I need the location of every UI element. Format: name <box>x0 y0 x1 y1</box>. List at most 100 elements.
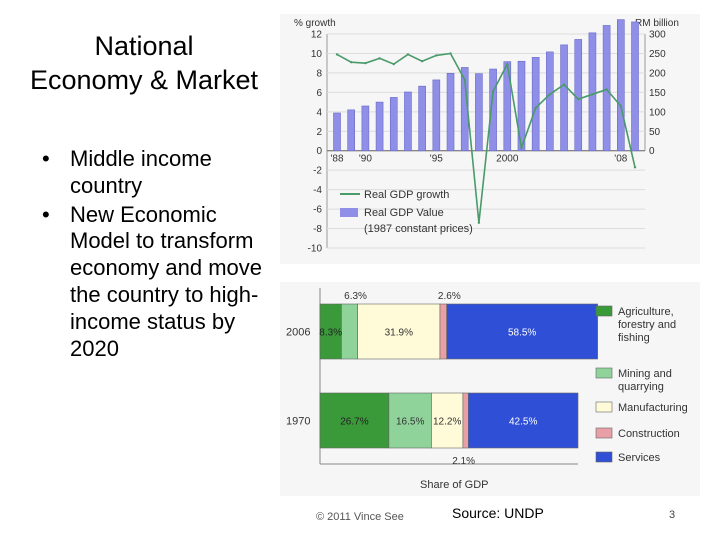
gdp-value-bar <box>503 61 512 152</box>
share-segment <box>341 303 358 360</box>
gdp-legend: Real GDP growth Real GDP Value (1987 con… <box>340 189 473 235</box>
gdp-growth-point <box>605 88 608 91</box>
gdp-value-bar <box>602 25 611 152</box>
gdp-value-bar <box>489 68 497 152</box>
left-tick-label: 4 <box>316 107 322 118</box>
legend-label-growth: Real GDP growth <box>364 189 449 201</box>
gdp-growth-point <box>335 53 339 56</box>
gdp-value-bar <box>432 79 441 152</box>
right-tick-label: 0 <box>649 146 655 157</box>
right-tick-label: 300 <box>649 30 666 41</box>
segment-label-agri: 8.3% <box>319 328 342 339</box>
left-tick-label: 12 <box>311 30 323 41</box>
gdp-growth-line <box>336 52 636 223</box>
segment-label-services: 42.5% <box>509 417 537 428</box>
right-tick-label: 200 <box>649 68 666 79</box>
source-note: Source: UNDP <box>452 505 544 521</box>
right-tick-label: 150 <box>649 88 666 99</box>
segment-label-mining: 6.3% <box>344 291 367 302</box>
x-tick-label: '90 <box>359 154 372 165</box>
slide-title: National Economy & Market <box>10 30 278 98</box>
gdp-growth-point <box>591 93 594 96</box>
bullet-list: • Middle income country • New Economic Mod… <box>42 146 282 365</box>
left-tick-label: 8 <box>316 68 322 79</box>
copyright-footer: © 2011 Vince See <box>316 511 404 523</box>
left-axis-label: % growth <box>294 18 336 29</box>
segment-label-constr: 2.1% <box>452 456 475 467</box>
gdp-value-bar <box>546 51 554 152</box>
gdp-growth-point <box>463 78 466 81</box>
segment-label-mining: 16.5% <box>396 417 424 428</box>
gdp-growth-point <box>562 83 566 86</box>
bullet-item: • Middle income country <box>42 146 282 200</box>
gdp-value-bar <box>361 105 370 152</box>
x-tick-label: '08 <box>614 154 627 165</box>
gdp-growth-point <box>491 90 495 93</box>
left-tick-label: 0 <box>316 146 322 157</box>
segment-label-constr: 2.6% <box>438 291 461 302</box>
gdp-growth-point <box>392 62 395 66</box>
row-category-label: 1970 <box>286 416 310 428</box>
legend-label: forestry and <box>618 319 676 331</box>
left-tick-label: -6 <box>313 205 322 216</box>
legend-label: Construction <box>618 428 680 440</box>
gdp-value-bar <box>418 85 426 152</box>
legend-note: (1987 constant prices) <box>364 223 473 235</box>
legend-label: Manufacturing <box>618 402 688 414</box>
legend-label: Services <box>618 452 661 464</box>
gdp-growth-point <box>548 93 552 96</box>
left-tick-label: 10 <box>311 49 323 60</box>
gdp-growth-point <box>420 60 424 63</box>
legend-swatch <box>595 427 613 439</box>
bullet-text: Middle income country <box>70 146 212 198</box>
legend-label-value: Real GDP Value <box>364 207 444 219</box>
gdp-growth-point <box>349 61 353 64</box>
legend-swatch <box>595 451 613 463</box>
left-tick-label: 6 <box>316 88 322 99</box>
share-segment <box>388 392 432 449</box>
bullet-item: • New Economic Model to transform economy… <box>42 202 282 363</box>
gdp-growth-point <box>435 54 438 57</box>
gdp-growth-point <box>506 62 509 66</box>
legend-swatch <box>595 367 613 379</box>
gdp-value-bar <box>404 91 412 152</box>
legend-label: Agriculture, <box>618 306 674 318</box>
row-category-label: 2006 <box>286 327 310 339</box>
x-tick-label: 2000 <box>496 154 519 165</box>
x-tick-label: '95 <box>430 154 443 165</box>
gdp-value-bar <box>347 109 355 152</box>
segment-label-services: 58.5% <box>508 328 536 339</box>
legend-label: fishing <box>618 332 650 344</box>
legend-bar-swatch <box>340 208 358 217</box>
share-segment <box>431 392 464 449</box>
gdp-growth-point <box>449 52 452 55</box>
share-segment <box>468 392 579 449</box>
share-segment <box>439 303 447 360</box>
legend-swatch <box>595 305 613 317</box>
share-segment <box>319 392 390 449</box>
gdp-value-bar <box>517 60 526 152</box>
gdp-value-bar <box>475 73 483 152</box>
bullet-dot-icon: • <box>42 146 50 171</box>
x-tick-label: '88 <box>330 154 343 165</box>
gdp-value-bar <box>446 72 455 152</box>
left-tick-label: -2 <box>313 166 322 177</box>
right-axis-label: RM billion <box>635 18 679 29</box>
share-segment <box>462 392 469 449</box>
segment-label-manuf: 31.9% <box>385 328 413 339</box>
gdp-value-bar <box>560 44 568 152</box>
gdp-chart: % growth RM billion 12 10 8 6 4 2 0 -2 -4 -6 -8 -10… <box>280 14 700 264</box>
share-xlabel: Share of GDP <box>420 479 488 491</box>
bullet-text: New Economic Model to transform economy … <box>70 201 262 361</box>
left-tick-label: -8 <box>313 224 322 235</box>
gdp-growth-point <box>364 61 367 65</box>
gdp-growth-point <box>378 57 381 60</box>
left-tick-label: 2 <box>316 127 322 138</box>
legend-swatch <box>595 401 613 413</box>
page-number: 3 <box>669 509 676 521</box>
bullet-dot-icon: • <box>42 201 50 227</box>
legend-label: Mining and <box>618 368 672 380</box>
gdp-growth-point <box>406 53 410 56</box>
gdp-value-bar <box>531 57 540 152</box>
legend-label: quarrying <box>618 381 664 393</box>
